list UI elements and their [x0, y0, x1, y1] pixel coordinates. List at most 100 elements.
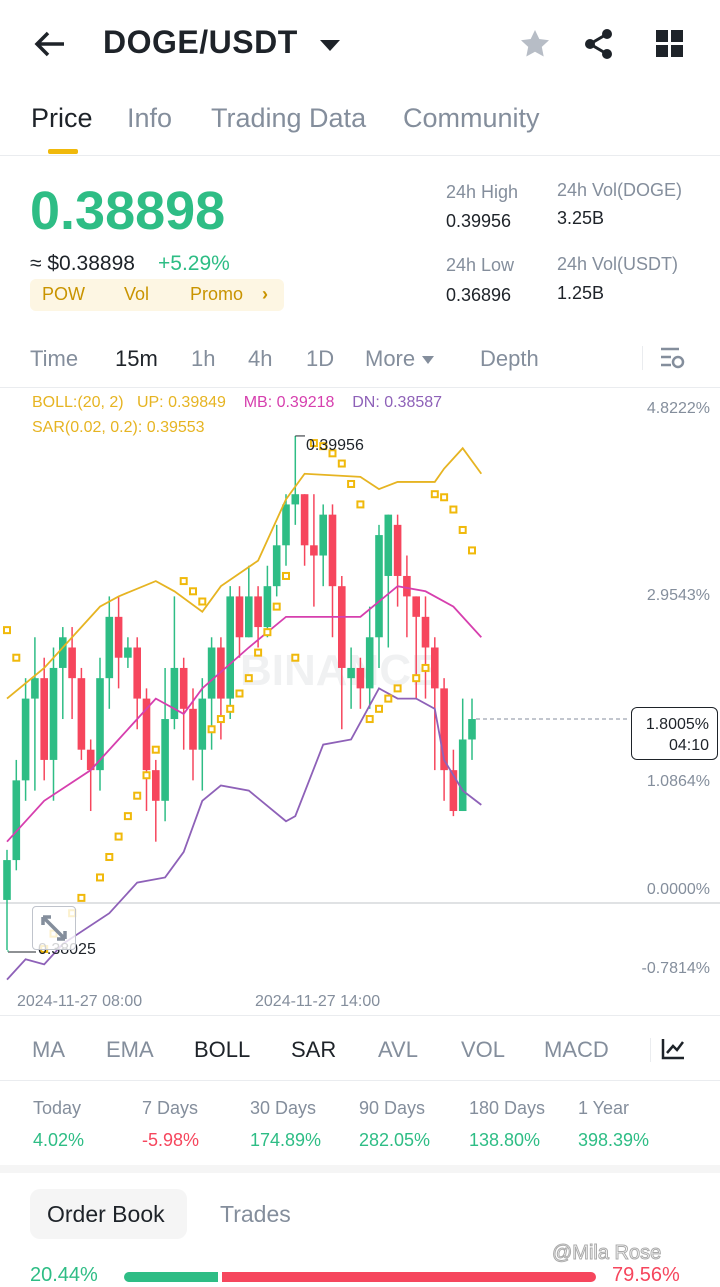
sar-dot: [189, 587, 197, 596]
candle-up: [375, 535, 383, 638]
tag-row[interactable]: POW Vol Promo ›: [30, 279, 284, 311]
sar-dot: [263, 628, 272, 637]
tab-price[interactable]: Price: [31, 103, 93, 133]
sar-dot: [347, 479, 356, 488]
interval-time[interactable]: Time: [30, 346, 79, 371]
candle-down: [40, 678, 48, 760]
candle-down: [393, 524, 402, 576]
tag-promo[interactable]: Promo: [190, 284, 244, 304]
candle-down: [179, 667, 188, 709]
sar-dot: [151, 745, 160, 754]
indicator-ema[interactable]: EMA: [106, 1037, 154, 1062]
indicator-settings-icon[interactable]: [660, 1037, 686, 1061]
tab-trading-data[interactable]: Trading Data: [211, 103, 367, 133]
indicator-ma[interactable]: MA: [32, 1037, 65, 1062]
y-tick: 2.9543%: [646, 587, 710, 604]
period-change: -5.98%: [142, 1130, 200, 1150]
interval-15m[interactable]: 15m: [115, 346, 158, 371]
caret-down-icon: [422, 356, 435, 365]
candle-down: [431, 647, 439, 689]
share-icon[interactable]: [583, 28, 615, 60]
divider: [0, 387, 720, 388]
sar-dot: [216, 715, 225, 724]
candle-up: [21, 698, 30, 781]
sar-dot: [3, 626, 11, 635]
y-tick: -0.7814%: [641, 960, 711, 977]
low-value: 0.36896: [446, 285, 512, 305]
tab-community[interactable]: Community: [403, 103, 540, 133]
usd-price: ≈ $0.38898: [30, 252, 135, 275]
back-button[interactable]: [32, 26, 68, 62]
interval-depth[interactable]: Depth: [480, 346, 539, 371]
divider: [0, 155, 720, 156]
period-change: 282.05%: [359, 1130, 431, 1150]
period-label: 1 Year: [578, 1098, 630, 1118]
sar-dot: [412, 674, 421, 683]
candle-up: [198, 698, 207, 750]
sar-dot: [133, 791, 142, 800]
candle-down: [114, 616, 123, 658]
high-marker-label: 0.39956: [306, 437, 364, 454]
current-price-tag: 1.8005% 04:10: [631, 707, 718, 760]
candle-down: [440, 688, 448, 771]
candle-up: [226, 596, 234, 699]
indicator-macd[interactable]: MACD: [544, 1037, 609, 1062]
candle-down: [133, 647, 141, 699]
tag-pow[interactable]: POW: [42, 284, 85, 304]
interval-4h[interactable]: 4h: [248, 346, 273, 371]
indicator-vol[interactable]: VOL: [461, 1037, 506, 1062]
tab-info[interactable]: Info: [127, 103, 173, 133]
sar-dot: [226, 704, 235, 713]
candle-down: [254, 596, 262, 628]
candle-up: [365, 637, 374, 689]
candle-up: [161, 719, 169, 801]
indicator-boll[interactable]: BOLL: [194, 1037, 251, 1062]
sar-dot: [421, 663, 430, 672]
candle-down: [152, 770, 160, 801]
candle-down: [189, 708, 197, 750]
candle-up: [319, 514, 327, 556]
period-label: 90 Days: [359, 1098, 426, 1118]
candle-up: [207, 647, 216, 699]
watermark: @Mila Rose: [551, 1242, 662, 1265]
boll-mb: MB: 0.39218: [243, 394, 335, 411]
vol-quote-label: 24h Vol(USDT): [557, 254, 679, 274]
sar-dot: [77, 893, 86, 902]
x-tick: 2024-11-27 14:00: [255, 993, 381, 1010]
tab-order-book[interactable]: Order Book: [30, 1189, 187, 1239]
bid-bar: [124, 1272, 218, 1282]
pair-selector[interactable]: DOGE/USDT: [103, 24, 341, 61]
star-icon[interactable]: [519, 28, 551, 60]
tag-vol[interactable]: Vol: [124, 284, 150, 304]
divider: [0, 1080, 720, 1081]
y-tick: 4.8222%: [646, 400, 710, 417]
interval-1h[interactable]: 1h: [191, 346, 216, 371]
high-label: 24h High: [446, 182, 519, 202]
candlestick-chart[interactable]: [0, 388, 720, 1015]
divider: [650, 1038, 651, 1062]
grid-icon[interactable]: [656, 30, 684, 58]
bid-ratio: 20.44%: [30, 1264, 98, 1286]
fullscreen-button[interactable]: [32, 906, 76, 950]
chart-settings-icon[interactable]: [659, 346, 685, 370]
candle-up: [49, 667, 58, 760]
indicator-sar[interactable]: SAR: [291, 1037, 337, 1062]
candle-up: [468, 719, 476, 740]
sar-dot: [337, 459, 346, 468]
period-label: 7 Days: [142, 1098, 199, 1118]
candle-down: [142, 698, 151, 771]
active-tab-indicator: [48, 149, 78, 154]
candle-up: [96, 678, 104, 771]
arrow-left-icon: [34, 31, 64, 57]
sar-dot: [207, 725, 216, 734]
interval-more[interactable]: More: [365, 346, 435, 372]
candle-up: [124, 647, 132, 658]
sar-dot: [440, 493, 449, 502]
sar-dot: [244, 674, 253, 683]
indicator-avl[interactable]: AVL: [378, 1037, 418, 1062]
sar-dot: [328, 449, 337, 458]
candle-up: [105, 616, 114, 679]
candle-up: [59, 637, 67, 668]
tab-trades[interactable]: Trades: [220, 1201, 291, 1227]
interval-1d[interactable]: 1D: [306, 346, 335, 371]
